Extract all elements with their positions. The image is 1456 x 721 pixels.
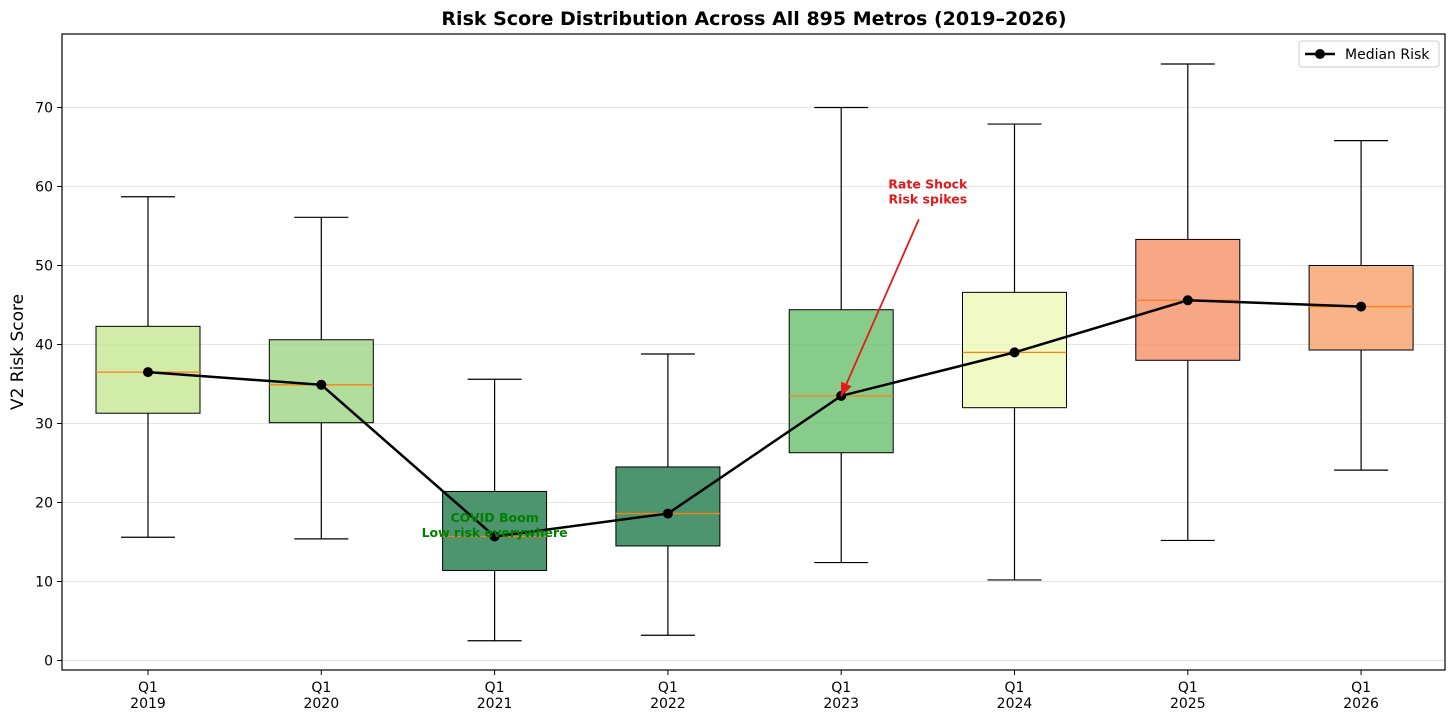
median-risk-point xyxy=(662,508,673,519)
y-tick-label: 10 xyxy=(35,575,53,591)
median-risk-point xyxy=(316,379,327,390)
x-tick-year: 2026 xyxy=(1343,696,1379,712)
plot-frame xyxy=(61,33,1446,671)
legend-marker xyxy=(1315,49,1325,59)
x-tick-year: 2023 xyxy=(823,696,859,712)
annotation-text: COVID Boom xyxy=(450,510,538,525)
iqr-box xyxy=(788,309,894,454)
x-tick-quarter: Q1 xyxy=(311,680,331,696)
iqr-box xyxy=(615,466,721,547)
x-axis-ticks: Q12019Q12020Q12021Q12022Q12023Q12024Q120… xyxy=(130,670,1379,712)
y-tick-label: 60 xyxy=(35,179,53,195)
box-2019 xyxy=(95,196,201,538)
box-2022 xyxy=(615,353,721,636)
x-tick-quarter: Q1 xyxy=(1351,680,1371,696)
x-tick-year: 2025 xyxy=(1170,696,1206,712)
x-tick-quarter: Q1 xyxy=(138,680,158,696)
x-tick-quarter: Q1 xyxy=(1178,680,1198,696)
legend-label: Median Risk xyxy=(1345,47,1430,63)
annotation-text: Low risk everywhere xyxy=(422,525,568,540)
box-series xyxy=(95,63,1414,642)
x-tick-year: 2022 xyxy=(650,696,686,712)
y-tick-label: 30 xyxy=(35,417,53,433)
x-tick-quarter: Q1 xyxy=(831,680,851,696)
median-risk-point xyxy=(1356,301,1367,312)
median-risk-point xyxy=(143,367,153,378)
x-tick-quarter: Q1 xyxy=(658,680,678,696)
median-risk-polyline xyxy=(147,298,1362,538)
median-risk-point xyxy=(1009,347,1020,358)
y-tick-label: 20 xyxy=(35,496,53,512)
box-2023 xyxy=(788,106,894,564)
median-risk-line xyxy=(143,295,1367,542)
x-tick-year: 2020 xyxy=(303,696,339,712)
legend: Median Risk xyxy=(1298,40,1440,68)
annotation-text: Rate Shock xyxy=(888,176,968,191)
x-tick-year: 2024 xyxy=(997,696,1033,712)
x-tick-year: 2019 xyxy=(130,696,166,712)
y-axis-label: V2 Risk Score xyxy=(8,294,28,410)
annotation-arrow xyxy=(840,219,920,398)
median-risk-point xyxy=(1182,295,1193,306)
y-tick-label: 50 xyxy=(35,258,53,274)
annotation-text: Risk spikes xyxy=(889,191,968,206)
y-tick-label: 0 xyxy=(44,654,53,670)
x-tick-quarter: Q1 xyxy=(1005,680,1025,696)
y-tick-label: 70 xyxy=(35,100,53,116)
median-risk-point xyxy=(489,531,500,542)
legend-box xyxy=(1298,40,1440,68)
y-axis-ticks: 0 10 20 30 40 50 60 70 xyxy=(35,100,62,670)
x-tick-quarter: Q1 xyxy=(485,680,505,696)
y-tick-label: 40 xyxy=(35,337,53,353)
chart-title: Risk Score Distribution Across All 895 M… xyxy=(441,8,1066,30)
x-tick-year: 2021 xyxy=(477,696,513,712)
